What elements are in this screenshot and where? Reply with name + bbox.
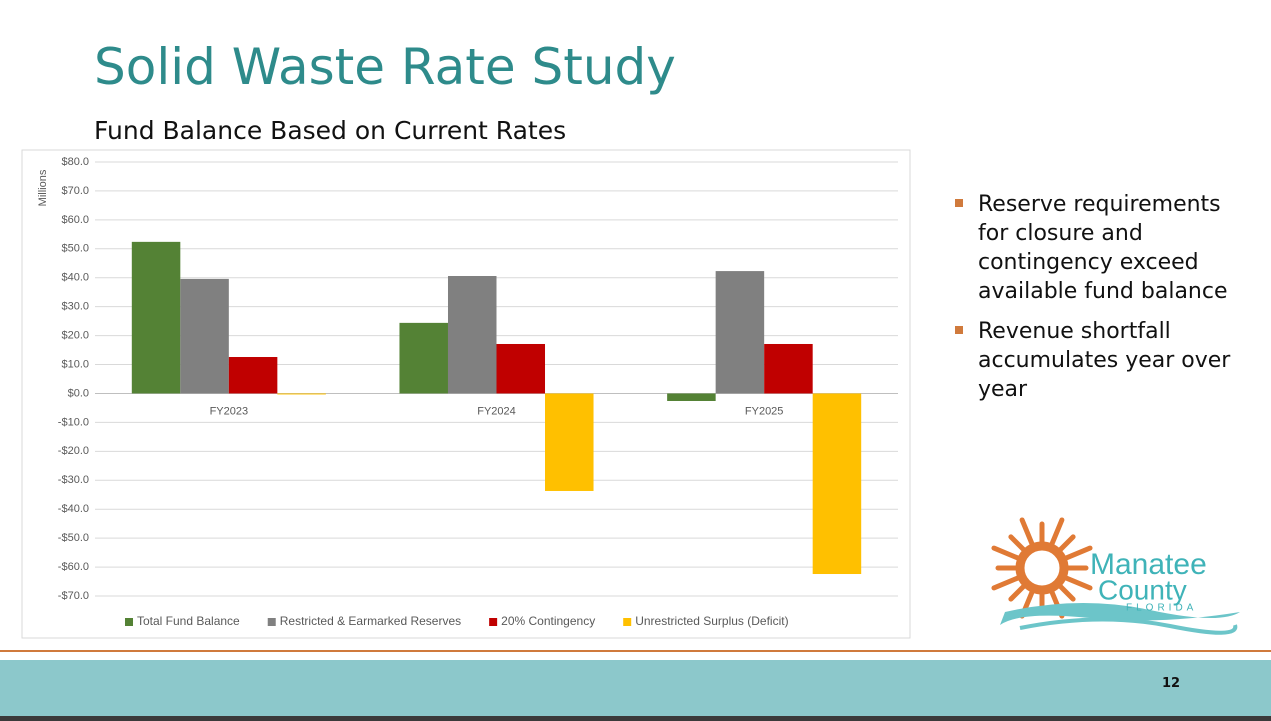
logo-ray xyxy=(1008,583,1027,602)
bullet: Revenue shortfall accumulates year over … xyxy=(955,317,1245,404)
x-tick-label: FY2025 xyxy=(745,405,784,417)
legend-swatch xyxy=(623,618,632,626)
legend-swatch xyxy=(267,618,276,626)
bullet-list: Reserve requirements for closure and con… xyxy=(955,190,1245,415)
y-tick-label: $0.0 xyxy=(68,387,89,399)
logo-ray xyxy=(1063,575,1093,591)
logo-ray xyxy=(991,575,1021,591)
legend-swatch xyxy=(489,618,498,626)
logo-ray xyxy=(1049,517,1065,547)
y-tick-label: $60.0 xyxy=(61,214,89,226)
y-axis-label: Millions xyxy=(37,169,49,206)
y-tick-label: -$40.0 xyxy=(58,503,89,515)
logo-ray xyxy=(1057,534,1076,553)
footer-rule xyxy=(0,650,1271,652)
footer-band xyxy=(0,660,1271,716)
logo-ray xyxy=(1019,517,1035,547)
legend-label: Total Fund Balance xyxy=(137,614,240,628)
bar xyxy=(180,278,229,394)
x-tick-label: FY2024 xyxy=(477,405,516,417)
legend-label: 20% Contingency xyxy=(501,614,595,628)
bar xyxy=(764,343,813,394)
y-tick-label: -$70.0 xyxy=(58,590,89,602)
legend-label: Restricted & Earmarked Reserves xyxy=(280,614,461,628)
y-tick-label: $10.0 xyxy=(61,358,89,370)
bar xyxy=(447,275,497,394)
y-tick-label: $20.0 xyxy=(61,330,89,342)
y-tick-label: -$20.0 xyxy=(58,445,89,457)
bar xyxy=(715,271,765,394)
logo-wave xyxy=(1019,617,1238,635)
y-tick-label: $50.0 xyxy=(61,243,89,255)
logo-sun xyxy=(1015,541,1069,595)
y-tick-label: $80.0 xyxy=(61,156,89,168)
bar xyxy=(277,393,326,395)
y-tick-label: $70.0 xyxy=(61,185,89,197)
bar xyxy=(228,357,278,394)
page-number: 12 xyxy=(1162,676,1181,691)
y-tick-label: -$60.0 xyxy=(58,561,89,573)
x-tick-label: FY2023 xyxy=(210,405,249,417)
bar xyxy=(399,322,448,394)
logo-text: County xyxy=(1098,574,1187,605)
legend-label: Unrestricted Surplus (Deficit) xyxy=(635,614,788,628)
logo-text: Manatee xyxy=(1090,548,1207,581)
logo-ray xyxy=(1057,583,1076,602)
bar xyxy=(131,241,181,394)
y-tick-label: $30.0 xyxy=(61,301,89,313)
footer-strip xyxy=(0,716,1271,721)
chart-frame xyxy=(21,149,911,639)
logo-ray xyxy=(991,545,1021,561)
logo-wave xyxy=(1000,602,1240,625)
logo-text: FLORIDA xyxy=(1126,603,1197,614)
bar xyxy=(812,393,862,575)
y-tick-label: -$10.0 xyxy=(58,416,89,428)
logo-ray xyxy=(1063,545,1093,561)
bar xyxy=(545,393,594,491)
bar xyxy=(667,393,716,401)
slide-subtitle: Fund Balance Based on Current Rates xyxy=(94,116,567,145)
y-tick-label: -$30.0 xyxy=(58,474,89,486)
bar xyxy=(496,343,546,394)
y-tick-label: $40.0 xyxy=(61,272,89,284)
logo-ray xyxy=(1008,534,1027,553)
legend-swatch xyxy=(125,618,133,626)
bullet: Reserve requirements for closure and con… xyxy=(955,190,1245,306)
slide-title: Solid Waste Rate Study xyxy=(94,38,676,96)
logo: Manatee County FLORIDA xyxy=(991,517,1240,635)
y-tick-label: -$50.0 xyxy=(58,532,89,544)
